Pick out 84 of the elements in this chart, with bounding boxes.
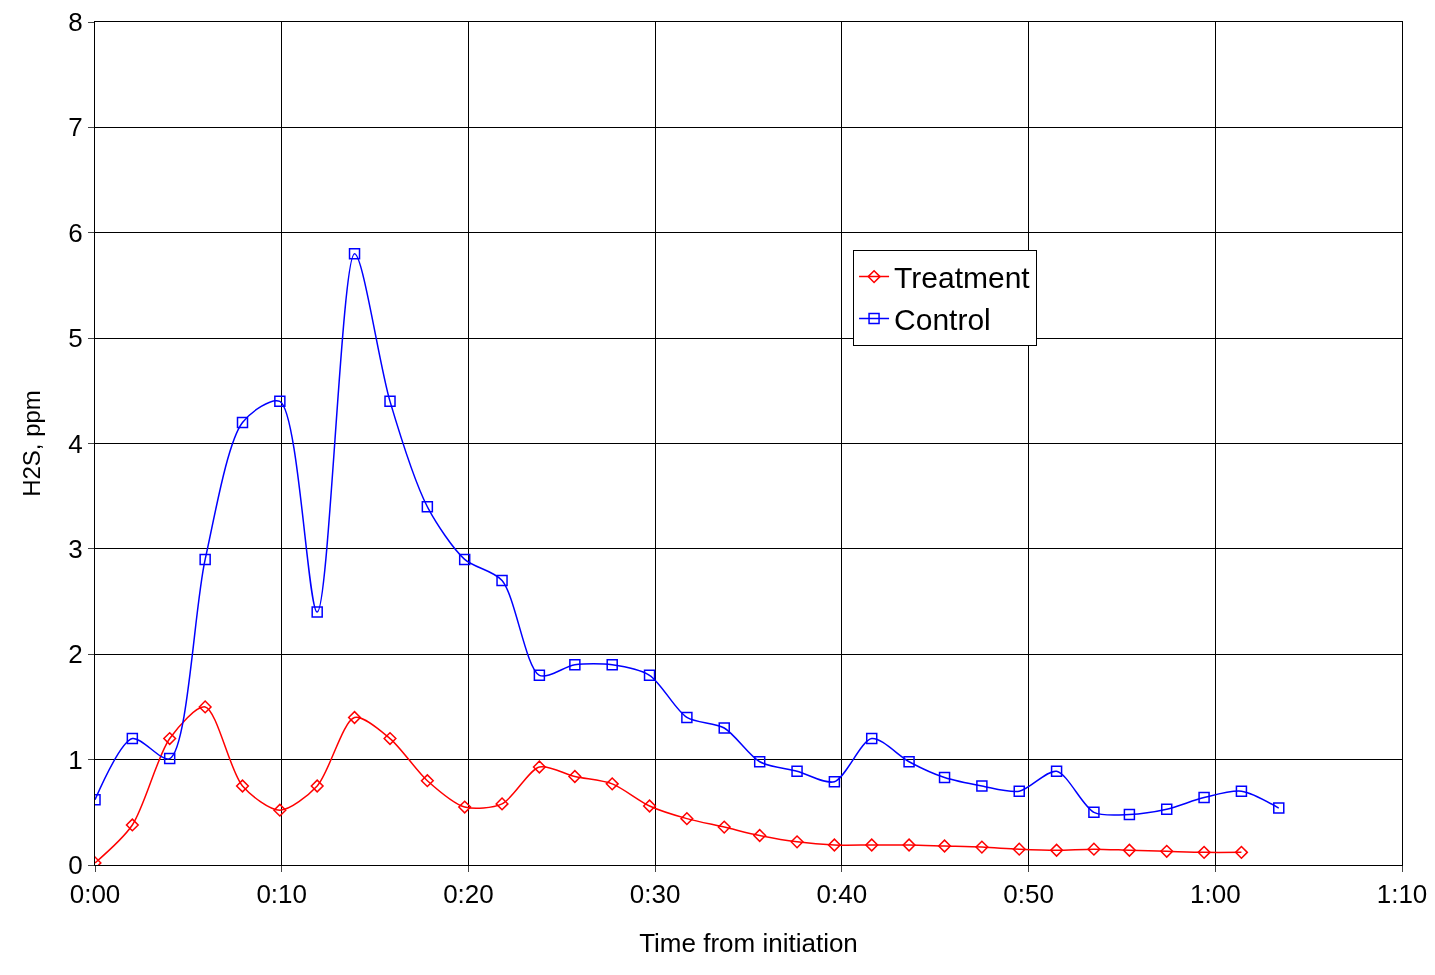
- x-tick-label: 0:50: [1003, 879, 1054, 910]
- x-tick-label: 1:00: [1189, 879, 1241, 910]
- point: [274, 395, 286, 408]
- y-tick-label: 3: [68, 533, 83, 564]
- point: [1234, 845, 1249, 859]
- point: [865, 732, 878, 745]
- point: [311, 606, 323, 618]
- point: [1012, 842, 1026, 856]
- point: [458, 800, 472, 814]
- x-axis-title: Time from initiation: [639, 927, 858, 958]
- x-tick-label: 0:30: [629, 879, 681, 910]
- x-tick-label: 0:40: [816, 879, 868, 910]
- point: [1087, 842, 1101, 856]
- point: [1123, 808, 1136, 821]
- point: [273, 803, 287, 817]
- point: [827, 838, 841, 852]
- point: [420, 774, 434, 788]
- point: [126, 732, 139, 745]
- point: [976, 780, 988, 792]
- point: [532, 760, 546, 774]
- point: [1160, 803, 1173, 815]
- y-tick-label: 2: [68, 639, 83, 670]
- point: [791, 765, 803, 777]
- point: [938, 771, 951, 784]
- point: [642, 799, 657, 813]
- point: [458, 553, 471, 566]
- y-tick-label: 4: [68, 428, 83, 459]
- point: [717, 820, 731, 834]
- point: [310, 779, 324, 793]
- point: [902, 838, 916, 852]
- point: [903, 755, 915, 768]
- y-tick-label: 5: [68, 323, 83, 354]
- point: [569, 659, 581, 671]
- point: [1050, 765, 1063, 777]
- point: [865, 838, 879, 852]
- x-tick-label: 0:10: [256, 879, 308, 910]
- x-tick-label: 0:20: [443, 879, 494, 910]
- point: [1122, 843, 1136, 857]
- point: [421, 500, 434, 513]
- y-tick-label: 0: [68, 850, 83, 881]
- point: [533, 669, 546, 682]
- point: [1235, 785, 1248, 797]
- point: [680, 812, 694, 826]
- point: [753, 828, 767, 843]
- point: [605, 777, 619, 791]
- point: [681, 711, 693, 724]
- point: [163, 731, 177, 746]
- y-axis-title: H2S, ppm: [18, 390, 46, 497]
- point: [568, 769, 582, 784]
- point: [975, 840, 989, 854]
- legend-label: Control: [894, 303, 991, 337]
- point: [606, 659, 618, 671]
- point: [125, 818, 139, 832]
- point: [199, 553, 211, 566]
- x-tick-label: 0:00: [69, 879, 121, 910]
- y-tick-label: 6: [68, 217, 83, 248]
- point: [496, 574, 508, 587]
- point: [1197, 845, 1211, 859]
- x-tick-label: 1:10: [1376, 879, 1428, 910]
- point: [1088, 806, 1100, 819]
- point: [828, 776, 841, 788]
- point: [495, 797, 509, 811]
- point: [198, 700, 212, 714]
- y-tick-label: 7: [68, 112, 83, 143]
- point: [383, 731, 397, 746]
- point: [236, 416, 249, 429]
- legend-label: Treatment: [894, 261, 1031, 295]
- point: [1273, 802, 1285, 814]
- point: [1013, 785, 1025, 797]
- point: [384, 395, 396, 408]
- point: [1160, 844, 1174, 858]
- point: [753, 755, 766, 768]
- point: [1198, 791, 1210, 804]
- point: [347, 710, 362, 725]
- point: [937, 839, 952, 853]
- point: [348, 248, 361, 260]
- point: [643, 669, 656, 682]
- point: [1049, 843, 1064, 857]
- point: [718, 722, 730, 734]
- point: [235, 779, 250, 793]
- y-tick-label: 8: [68, 7, 83, 38]
- point: [163, 752, 176, 765]
- point: [790, 835, 804, 849]
- y-tick-label: 1: [68, 744, 83, 775]
